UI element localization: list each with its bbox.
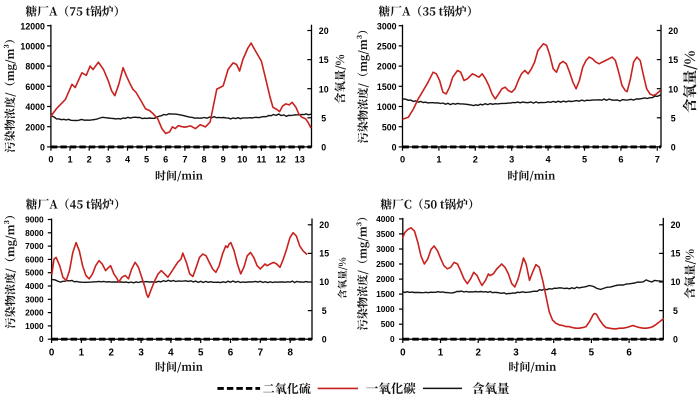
svg-text:5: 5: [321, 113, 326, 123]
svg-text:13: 13: [295, 154, 305, 164]
svg-text:1500: 1500: [377, 82, 397, 92]
svg-text:0: 0: [40, 143, 45, 153]
svg-text:6: 6: [626, 348, 632, 359]
svg-text:20: 20: [671, 220, 681, 230]
svg-text:9: 9: [221, 154, 226, 164]
svg-text:500: 500: [381, 319, 395, 329]
svg-text:20: 20: [319, 220, 329, 230]
svg-text:0: 0: [392, 143, 397, 153]
svg-text:10: 10: [319, 84, 329, 94]
svg-text:8000: 8000: [25, 228, 44, 238]
svg-text:15: 15: [671, 249, 681, 259]
svg-text:2000: 2000: [25, 308, 44, 318]
svg-text:20: 20: [319, 26, 329, 36]
svg-text:5: 5: [671, 113, 676, 123]
svg-text:0: 0: [390, 334, 395, 344]
svg-text:15: 15: [668, 55, 678, 65]
svg-text:10000: 10000: [20, 42, 45, 52]
svg-text:1000: 1000: [377, 102, 397, 112]
svg-text:1: 1: [67, 154, 72, 164]
svg-text:2500: 2500: [377, 42, 397, 52]
svg-text:8: 8: [287, 348, 293, 359]
svg-text:5: 5: [144, 154, 149, 164]
svg-text:4: 4: [168, 348, 174, 359]
svg-text:20: 20: [668, 26, 678, 36]
svg-text:3500: 3500: [376, 229, 395, 239]
svg-text:2000: 2000: [25, 122, 45, 132]
svg-text:0: 0: [671, 143, 676, 153]
svg-text:5: 5: [198, 348, 204, 359]
svg-text:2: 2: [473, 154, 478, 164]
svg-text:500: 500: [382, 122, 397, 132]
svg-text:4: 4: [551, 348, 557, 359]
svg-text:2000: 2000: [376, 274, 395, 284]
svg-text:10: 10: [319, 277, 329, 287]
svg-text:5: 5: [582, 154, 587, 164]
svg-text:0: 0: [49, 348, 55, 359]
svg-text:8000: 8000: [25, 62, 45, 72]
svg-text:1000: 1000: [376, 304, 395, 314]
svg-text:6000: 6000: [25, 82, 45, 92]
svg-text:4000: 4000: [376, 214, 395, 224]
svg-text:7: 7: [182, 154, 187, 164]
svg-text:3000: 3000: [377, 21, 397, 31]
svg-text:12000: 12000: [20, 21, 45, 31]
svg-text:2000: 2000: [377, 62, 397, 72]
svg-text:2: 2: [108, 348, 114, 359]
svg-text:1: 1: [79, 348, 85, 359]
svg-text:10: 10: [671, 277, 681, 287]
svg-text:1500: 1500: [376, 289, 395, 299]
svg-text:1: 1: [438, 348, 444, 359]
svg-text:0: 0: [322, 334, 327, 344]
svg-text:5: 5: [322, 306, 327, 316]
svg-text:15: 15: [319, 55, 329, 65]
svg-text:3: 3: [513, 348, 519, 359]
svg-text:9000: 9000: [25, 215, 44, 225]
svg-text:12: 12: [275, 154, 285, 164]
svg-text:6: 6: [163, 154, 168, 164]
svg-text:5: 5: [589, 348, 595, 359]
svg-text:0: 0: [321, 143, 326, 153]
svg-text:7: 7: [258, 348, 264, 359]
svg-text:0: 0: [673, 334, 678, 344]
svg-text:3000: 3000: [25, 294, 44, 304]
svg-text:0: 0: [39, 334, 44, 344]
svg-text:0: 0: [400, 348, 406, 359]
svg-text:1: 1: [436, 154, 441, 164]
svg-text:6000: 6000: [25, 254, 44, 264]
svg-text:4000: 4000: [25, 281, 44, 291]
svg-text:2: 2: [87, 154, 92, 164]
svg-text:8: 8: [201, 154, 206, 164]
svg-text:11: 11: [257, 154, 267, 164]
svg-text:3000: 3000: [376, 244, 395, 254]
svg-text:10: 10: [237, 154, 247, 164]
svg-text:3: 3: [106, 154, 111, 164]
svg-text:2500: 2500: [376, 259, 395, 269]
svg-text:0: 0: [48, 154, 53, 164]
svg-text:7: 7: [655, 154, 660, 164]
svg-text:10: 10: [668, 84, 678, 94]
svg-text:3: 3: [509, 154, 514, 164]
svg-text:4000: 4000: [25, 102, 45, 112]
svg-text:2: 2: [475, 348, 481, 359]
svg-text:4: 4: [125, 154, 131, 164]
svg-text:0: 0: [400, 154, 405, 164]
svg-text:15: 15: [319, 249, 329, 259]
svg-text:5: 5: [673, 306, 678, 316]
svg-text:4: 4: [546, 154, 552, 164]
svg-text:6: 6: [618, 154, 623, 164]
svg-text:1000: 1000: [25, 321, 44, 331]
svg-text:5000: 5000: [25, 268, 44, 278]
svg-text:6: 6: [228, 348, 234, 359]
svg-text:7000: 7000: [25, 241, 44, 251]
svg-text:3: 3: [138, 348, 144, 359]
